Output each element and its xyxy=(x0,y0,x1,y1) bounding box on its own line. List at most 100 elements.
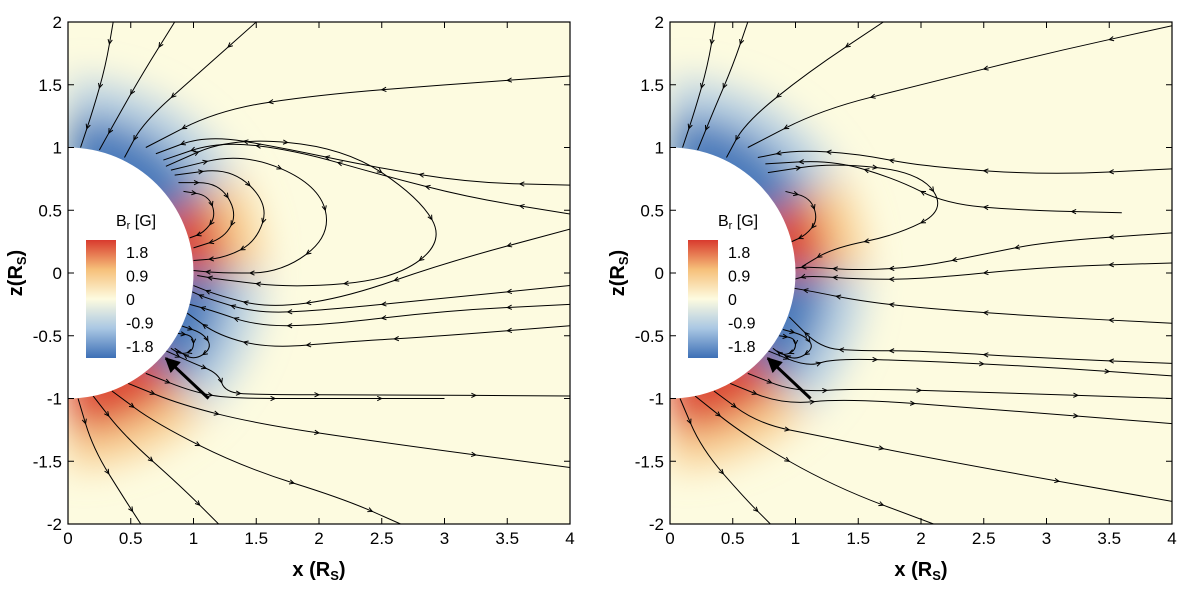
streamline-arrowhead xyxy=(1054,477,1061,484)
streamline-arrowhead xyxy=(376,168,383,174)
streamline-arrowhead xyxy=(199,306,207,312)
x-tick-label: 2 xyxy=(314,529,323,548)
streamline-arrowhead xyxy=(81,418,87,425)
streamline-arrowhead xyxy=(800,273,807,279)
streamline-arrowhead xyxy=(686,418,692,425)
streamline-arrowhead xyxy=(775,92,782,99)
y-tick-label: 1 xyxy=(53,139,62,158)
streamline-arrowhead xyxy=(802,288,809,294)
streamline-arrowhead xyxy=(1104,368,1111,374)
streamline-arrowhead xyxy=(782,333,789,339)
streamline-arrowhead xyxy=(418,172,425,178)
streamline-arrowhead xyxy=(194,500,201,506)
streamline-arrowhead xyxy=(230,304,237,310)
streamline-arrowhead xyxy=(506,327,513,334)
streamline-arrowhead xyxy=(863,168,870,174)
x-axis-label: x (RS) xyxy=(894,559,947,583)
streamline-arrowhead xyxy=(878,445,885,451)
y-tick-label: -1.5 xyxy=(635,452,664,471)
streamline-arrowhead xyxy=(245,180,251,187)
streamline-arrowhead xyxy=(751,390,758,395)
streamline-arrowhead xyxy=(242,340,249,346)
streamline-arrowhead xyxy=(324,155,331,161)
streamline-arrowhead xyxy=(982,269,989,276)
indicator-arrow xyxy=(766,357,812,400)
streamline-1 xyxy=(98,22,176,151)
streamline-arrowhead xyxy=(98,82,104,89)
streamline-arrowhead xyxy=(227,42,233,48)
streamline-arrowhead xyxy=(872,356,879,363)
streamline-arrowhead xyxy=(835,294,842,300)
streamline-arrowhead xyxy=(393,276,400,282)
streamline-arrowhead xyxy=(242,139,249,145)
streamline-arrowhead xyxy=(195,231,202,237)
streamline-arrowhead xyxy=(201,364,208,370)
colorbar-legend: Br [G] 1.8 0.9 0 -0.9 -1.8 xyxy=(688,213,758,358)
streamline-arrowhead xyxy=(909,400,916,406)
streamline-arrowhead xyxy=(804,331,810,338)
streamline-arrowhead xyxy=(201,323,208,330)
streamline-arrowhead xyxy=(803,350,810,356)
streamline-arrowhead xyxy=(506,304,513,310)
streamline-arrowhead xyxy=(784,426,791,432)
streamline-arrowhead xyxy=(193,151,200,157)
streamline-arrowhead xyxy=(844,42,851,48)
streamline-arrowhead xyxy=(916,387,923,393)
streamline-arrowhead xyxy=(128,402,135,408)
legend-value: -1.8 xyxy=(728,339,756,356)
streamline-arrowhead xyxy=(189,146,197,152)
legend-value: 0.9 xyxy=(728,269,750,286)
x-tick-label: 1 xyxy=(189,529,198,548)
streamline-arrowhead xyxy=(239,245,246,251)
streamline-arrowhead xyxy=(872,164,879,170)
streamline-arrowhead xyxy=(204,289,212,295)
streamline-arrowhead xyxy=(825,149,832,155)
streamline-arrowhead xyxy=(838,347,845,353)
streamline-arrowhead xyxy=(1108,317,1115,323)
streamline-arrowhead xyxy=(722,82,728,89)
x-tick-label: 2 xyxy=(916,529,925,548)
x-tick-label: 0.5 xyxy=(119,529,143,548)
streamline-arrowhead xyxy=(718,468,725,475)
streamline-arrowhead xyxy=(233,317,240,323)
streamline-arrowhead xyxy=(869,93,876,99)
x-tick-label: 4 xyxy=(1167,529,1176,548)
streamline-arrowhead xyxy=(104,411,110,417)
y-tick-label: -2 xyxy=(649,515,664,534)
streamline-arrowhead xyxy=(305,249,312,255)
streamlines xyxy=(679,22,1172,524)
x-tick-label: 1 xyxy=(791,529,800,548)
streamline-arrowhead xyxy=(242,300,249,306)
streamline-22 xyxy=(77,398,142,524)
streamline-11 xyxy=(193,228,570,306)
streamline-arrowhead xyxy=(518,181,525,187)
y-tick-label: 2 xyxy=(655,13,664,32)
streamline-arrowhead xyxy=(336,161,343,167)
plot-area xyxy=(68,22,570,524)
streamline-arrowhead xyxy=(982,204,989,211)
streamline-arrowhead xyxy=(700,82,706,89)
streamline-arrowhead xyxy=(687,123,693,130)
streamline-arrowhead xyxy=(800,264,807,270)
x-tick-label: 2.5 xyxy=(972,529,996,548)
streamline-arrowhead xyxy=(130,89,136,96)
streamline-arrowhead xyxy=(217,377,223,384)
streamline-19 xyxy=(679,398,771,524)
y-tick-label: 0 xyxy=(655,264,664,283)
y-axis-label: z(RS) xyxy=(5,250,29,296)
x-tick-label: 1.5 xyxy=(846,529,870,548)
streamline-arrowhead xyxy=(149,390,156,395)
y-tick-label: -1 xyxy=(47,390,62,409)
streamline-arrowhead xyxy=(418,255,425,262)
streamline-arrowhead xyxy=(393,336,400,342)
streamline-arrowhead xyxy=(133,134,139,141)
streamline-arrowhead xyxy=(810,203,816,211)
streamline-arrowhead xyxy=(187,325,194,331)
streamline-18 xyxy=(145,372,445,400)
streamline-arrowhead xyxy=(367,507,374,513)
streamline-arrowhead xyxy=(928,186,935,193)
streamline-arrowhead xyxy=(888,302,895,308)
streamline-arrowhead xyxy=(888,265,895,271)
y-tick-label: 2 xyxy=(53,13,62,32)
x-tick-label: 3.5 xyxy=(495,529,519,548)
